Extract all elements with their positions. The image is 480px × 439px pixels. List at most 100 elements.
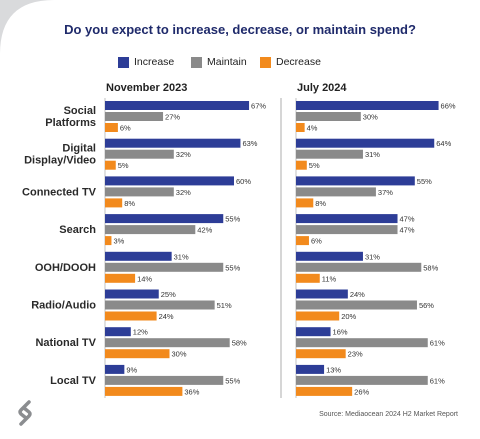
bar-increase bbox=[105, 364, 125, 374]
data-label: 63% bbox=[242, 139, 257, 148]
data-label: 24% bbox=[350, 290, 365, 299]
bar-maintain bbox=[105, 262, 224, 272]
bar-maintain bbox=[296, 225, 398, 235]
data-label: 55% bbox=[417, 177, 432, 186]
data-label: 23% bbox=[348, 350, 363, 359]
legend: Increase Maintain Decrease bbox=[0, 56, 480, 72]
bar-maintain bbox=[105, 300, 215, 310]
data-label: 56% bbox=[419, 301, 434, 310]
data-label: 61% bbox=[430, 376, 445, 385]
bar-maintain bbox=[296, 300, 417, 310]
data-label: 13% bbox=[326, 365, 341, 374]
data-label: 5% bbox=[309, 161, 320, 170]
data-label: 66% bbox=[441, 102, 456, 111]
bar-increase bbox=[296, 289, 348, 299]
data-label: 51% bbox=[217, 301, 232, 310]
legend-item-increase: Increase bbox=[118, 56, 174, 68]
category-label: Digital bbox=[62, 143, 96, 155]
data-label: 8% bbox=[315, 199, 326, 208]
bar-increase bbox=[296, 176, 415, 186]
data-label: 24% bbox=[159, 312, 174, 321]
data-label: 8% bbox=[124, 199, 135, 208]
data-label: 4% bbox=[307, 124, 318, 133]
legend-item-maintain: Maintain bbox=[191, 56, 247, 68]
data-label: 6% bbox=[311, 237, 322, 246]
data-label: 12% bbox=[133, 328, 148, 337]
data-label: 31% bbox=[365, 150, 380, 159]
bar-increase bbox=[105, 138, 241, 148]
bar-increase bbox=[296, 138, 435, 148]
category-label: OOH/DOOH bbox=[35, 262, 96, 274]
data-label: 58% bbox=[423, 263, 438, 272]
category-label: Local TV bbox=[50, 375, 97, 387]
bar-increase bbox=[296, 214, 398, 224]
data-label: 30% bbox=[363, 113, 378, 122]
data-label: 25% bbox=[161, 290, 176, 299]
bar-maintain bbox=[296, 375, 428, 385]
data-label: 47% bbox=[400, 226, 415, 235]
data-label: 16% bbox=[333, 328, 348, 337]
bar-increase bbox=[296, 327, 331, 337]
bar-maintain bbox=[105, 375, 224, 385]
data-label: 61% bbox=[430, 339, 445, 348]
bar-increase bbox=[105, 176, 234, 186]
bar-decrease bbox=[296, 311, 340, 321]
bar-decrease bbox=[105, 160, 116, 170]
bar-decrease bbox=[105, 349, 170, 359]
data-label: 42% bbox=[197, 226, 212, 235]
bar-maintain bbox=[296, 187, 376, 197]
bar-decrease bbox=[105, 236, 112, 246]
bar-maintain bbox=[105, 338, 230, 348]
bar-maintain bbox=[105, 112, 164, 121]
data-label: 11% bbox=[322, 274, 337, 283]
data-label: 31% bbox=[365, 252, 380, 261]
data-label: 60% bbox=[236, 177, 251, 186]
data-label: 26% bbox=[354, 387, 369, 396]
bar-decrease bbox=[296, 386, 353, 396]
bar-maintain bbox=[296, 262, 422, 272]
category-label: Social bbox=[64, 105, 96, 117]
legend-item-decrease: Decrease bbox=[260, 56, 321, 68]
legend-swatch-decrease bbox=[260, 56, 271, 68]
data-label: 5% bbox=[118, 161, 129, 170]
legend-swatch-maintain bbox=[191, 56, 202, 68]
bar-decrease bbox=[296, 123, 305, 132]
category-label: Display/Video bbox=[24, 155, 96, 167]
data-label: 36% bbox=[184, 387, 199, 396]
bar-increase bbox=[296, 364, 325, 374]
bar-increase bbox=[296, 251, 363, 261]
data-label: 32% bbox=[176, 150, 191, 159]
bar-decrease bbox=[105, 198, 123, 208]
panel-title: November 2023 bbox=[106, 82, 187, 94]
bar-increase bbox=[105, 101, 250, 110]
data-label: 55% bbox=[225, 215, 240, 224]
data-label: 6% bbox=[120, 124, 131, 133]
data-label: 67% bbox=[251, 102, 266, 111]
bar-increase bbox=[296, 101, 439, 110]
chart-title: Do you expect to increase, decrease, or … bbox=[64, 22, 416, 37]
bar-increase bbox=[105, 251, 172, 261]
bar-decrease bbox=[105, 386, 183, 396]
category-label: National TV bbox=[35, 337, 96, 349]
legend-swatch-increase bbox=[118, 56, 129, 68]
category-label: Platforms bbox=[45, 117, 96, 129]
data-label: 27% bbox=[165, 113, 180, 122]
bar-increase bbox=[105, 214, 224, 224]
category-label: Radio/Audio bbox=[31, 300, 96, 312]
data-label: 31% bbox=[174, 252, 189, 261]
data-label: 58% bbox=[232, 339, 247, 348]
data-label: 55% bbox=[225, 263, 240, 272]
data-label: 14% bbox=[137, 274, 152, 283]
legend-label-maintain: Maintain bbox=[207, 56, 247, 68]
source-note: Source: Mediaocean 2024 H2 Market Report bbox=[319, 411, 458, 418]
data-label: 64% bbox=[436, 139, 451, 148]
bar-decrease bbox=[296, 273, 320, 283]
data-label: 47% bbox=[400, 215, 415, 224]
data-label: 32% bbox=[176, 188, 191, 197]
data-label: 20% bbox=[341, 312, 356, 321]
bar-maintain bbox=[296, 149, 363, 159]
bar-maintain bbox=[105, 149, 174, 159]
panel-title: July 2024 bbox=[297, 82, 347, 94]
